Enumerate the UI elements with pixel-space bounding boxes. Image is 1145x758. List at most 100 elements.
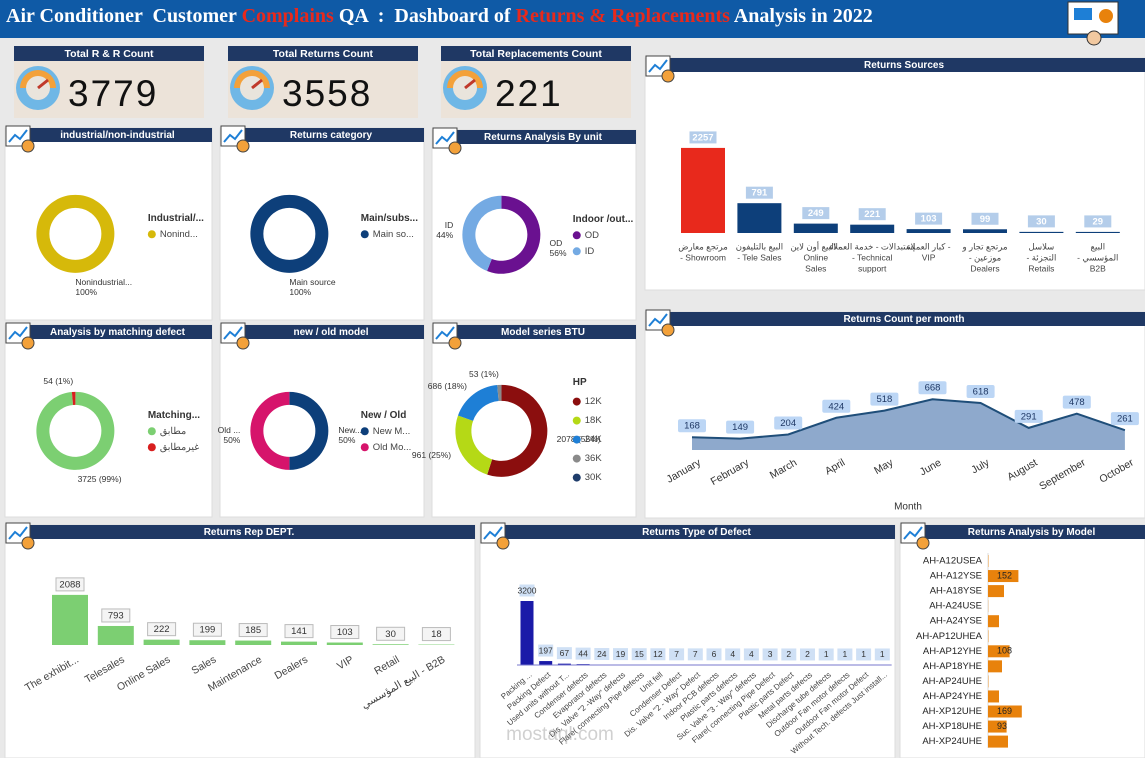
panel-title: Returns Type of Defect: [642, 527, 751, 538]
pie-slice: [487, 195, 541, 274]
x-tick-label: - التجزئة: [1026, 252, 1056, 263]
bar: [906, 229, 951, 233]
bar: [520, 601, 534, 665]
area: [692, 399, 1125, 450]
value-label-box: [966, 385, 995, 399]
value-label: 30: [385, 629, 396, 640]
gauge-icon: [251, 78, 263, 90]
legend-title: New / Old: [361, 410, 407, 421]
value-label: 169: [997, 706, 1012, 716]
y-tick-label: AH-A24USE: [929, 601, 982, 612]
legend-label: غيرمطابق: [160, 442, 199, 453]
y-tick-label: AH-XP18UHE: [922, 721, 982, 732]
value-label: 2257: [692, 132, 713, 143]
slice-value-label: 50%: [338, 435, 355, 445]
x-tick-label: البيع: [1090, 241, 1105, 252]
panel-title: Model series BTU: [501, 327, 585, 338]
title-part: QA : Dashboard of: [334, 5, 516, 27]
value-label-box: [518, 583, 536, 598]
value-label: 199: [199, 625, 215, 636]
panel-icon: [435, 326, 455, 340]
value-label-box: [822, 399, 851, 413]
value-label: 222: [154, 624, 170, 635]
panel-icon: [448, 141, 462, 155]
panel-icon: [8, 326, 28, 340]
value-label: 18: [431, 629, 442, 640]
value-label: 30: [1036, 216, 1047, 227]
panel-title-bar: [238, 128, 424, 142]
value-label-box: [761, 647, 779, 662]
value-label: 141: [291, 626, 307, 637]
slice-value-label: 3725 (99%): [78, 474, 122, 484]
y-tick-label: AH-XP12UHE: [922, 706, 982, 717]
gauge-icon: [464, 78, 476, 90]
x-tick-label: كبار العملاء -: [907, 241, 951, 252]
legend-label: 12K: [585, 396, 603, 407]
value-label: 3: [768, 649, 773, 659]
legend-title: Main/subs...: [361, 213, 418, 224]
bar: [372, 644, 409, 645]
value-label: 67: [560, 648, 570, 658]
y-tick-label: AH-A12YSE: [930, 571, 982, 582]
value-label-box: [870, 392, 899, 406]
value-label: 19: [616, 649, 626, 659]
panel-title-bar: [23, 128, 212, 142]
panel-icon: [435, 131, 455, 145]
panel-title-bar: [918, 525, 1145, 539]
value-label: 29: [1093, 216, 1104, 227]
value-label-box: [574, 646, 592, 661]
slice-value-label: 54 (1%): [43, 376, 73, 386]
y-tick-label: AH-XP24UHE: [922, 736, 982, 747]
slice-label: New...: [338, 425, 362, 435]
bar: [988, 570, 1019, 583]
value-label: 185: [245, 625, 261, 636]
value-label: 1: [861, 649, 866, 659]
value-label: 2: [786, 649, 791, 659]
value-label: 791: [751, 188, 768, 199]
pie-slice: [71, 391, 76, 405]
bar: [1019, 231, 1064, 233]
pie-slice: [250, 391, 290, 470]
title-part: Complains: [242, 5, 334, 27]
pie-slice: [487, 384, 548, 477]
x-tick-label: - Showroom: [680, 252, 726, 262]
kpi-value: 3779: [68, 73, 158, 114]
value-label: 1: [824, 649, 829, 659]
bar: [737, 203, 782, 233]
y-tick-label: AH-AP24YHE: [923, 691, 982, 702]
kpi-header: [14, 46, 204, 61]
value-label-box: [101, 608, 131, 623]
watermark: mostaql.com: [506, 724, 614, 745]
x-tick-label: إستبدالات - خدمة العملاء: [829, 241, 915, 252]
panel-title-bar: [450, 130, 636, 144]
slice-value-label: 44%: [436, 230, 453, 240]
value-label: 793: [108, 610, 124, 621]
value-label-box: [724, 647, 742, 662]
value-label: 424: [828, 401, 844, 412]
bar: [988, 660, 1002, 673]
kpi-label: Total Returns Count: [273, 48, 374, 60]
bar: [235, 640, 272, 645]
bar: [539, 661, 553, 665]
bar: [281, 641, 317, 645]
value-label: 149: [732, 422, 748, 433]
legend-marker: [572, 473, 581, 482]
bar: [326, 642, 363, 645]
value-label: 221: [864, 209, 881, 220]
panel-icon: [648, 313, 668, 327]
value-label-box: [1110, 412, 1139, 426]
panel-title: Returns Count per month: [843, 314, 964, 325]
value-label: 152: [997, 570, 1012, 580]
bar: [557, 663, 571, 665]
legend-marker: [147, 230, 156, 239]
value-label: 12: [653, 649, 663, 659]
value-label: 478: [1069, 397, 1085, 408]
kpi-label: Total Replacements Count: [470, 48, 602, 60]
value-label-box: [780, 647, 798, 662]
legend-marker: [360, 230, 369, 239]
bar: [988, 585, 1004, 598]
panel-title: Analysis by matching defect: [50, 327, 186, 338]
panel-icon: [903, 526, 923, 540]
value-label: 249: [808, 208, 824, 219]
value-label-box: [970, 211, 1000, 226]
